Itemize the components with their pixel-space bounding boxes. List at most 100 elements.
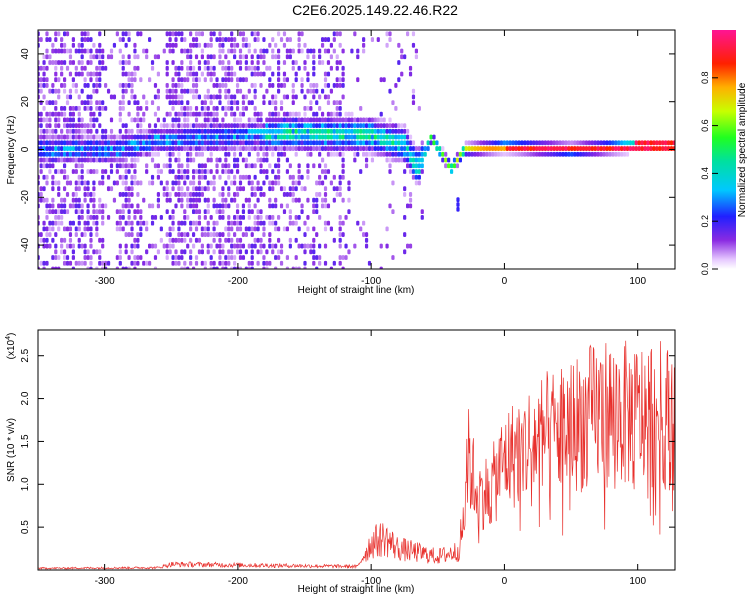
spectrogram-cell bbox=[294, 220, 298, 226]
spectrogram-cell bbox=[112, 180, 117, 186]
spectrogram-cell bbox=[62, 42, 67, 48]
spectrogram-cell bbox=[194, 128, 199, 134]
spectrogram-cell bbox=[133, 209, 137, 215]
spectrogram-cell bbox=[71, 77, 75, 83]
spectrogram-cell bbox=[168, 37, 172, 42]
spectrogram-cell bbox=[189, 105, 193, 111]
spectrogram-cell bbox=[315, 266, 319, 269]
spectrogram-cell bbox=[420, 163, 424, 169]
spectrogram-cell bbox=[89, 255, 93, 260]
spectrogram-cell bbox=[206, 60, 210, 65]
spectrogram-cell bbox=[48, 88, 52, 94]
spectrogram-cell bbox=[133, 180, 137, 186]
spectrogram-cell bbox=[250, 249, 254, 255]
spectrogram-cell bbox=[359, 226, 363, 232]
spectrogram-cell bbox=[145, 151, 149, 157]
spectrogram-cell bbox=[95, 169, 99, 174]
spectrogram-cell bbox=[259, 214, 263, 220]
spectrogram-cell bbox=[194, 140, 199, 146]
spectrogram-cell bbox=[95, 134, 99, 140]
spectrogram-cell bbox=[608, 146, 612, 151]
spectrogram-cell bbox=[253, 220, 257, 226]
spectrogram-cell bbox=[300, 88, 304, 94]
spectrogram-cell bbox=[189, 249, 193, 255]
spectrogram-cell bbox=[376, 140, 380, 146]
spectrogram-cell bbox=[165, 209, 169, 215]
spectrogram-cell bbox=[385, 31, 389, 37]
spectrogram-cell bbox=[250, 117, 254, 123]
spectrogram-cell bbox=[136, 192, 140, 197]
spectrogram-cell bbox=[250, 163, 254, 169]
spectrogram-cell bbox=[265, 169, 269, 174]
spectrogram-cell bbox=[209, 37, 213, 42]
spectrogram-cell bbox=[291, 186, 295, 192]
spectrogram-cell bbox=[300, 174, 304, 180]
spectrogram-cell bbox=[48, 123, 52, 128]
spectrogram-cell bbox=[491, 140, 495, 146]
spectrogram-cell bbox=[101, 105, 105, 111]
spectrogram-cell bbox=[385, 146, 389, 151]
spectrogram-cell bbox=[77, 42, 81, 48]
spectrogram-cell bbox=[45, 123, 49, 128]
spectrogram-cell bbox=[60, 140, 64, 146]
spectrogram-cell bbox=[227, 214, 231, 220]
spectrogram-cell bbox=[323, 37, 328, 42]
spectrogram-cell bbox=[458, 157, 462, 163]
spectrogram-cell bbox=[391, 123, 395, 128]
spectrogram-cell bbox=[215, 117, 219, 123]
spectrogram-cell bbox=[209, 214, 213, 220]
spectrogram-cell bbox=[247, 134, 251, 140]
spectrogram-cell bbox=[177, 163, 181, 169]
spectrogram-cell bbox=[150, 220, 155, 226]
spectrogram-cell bbox=[62, 203, 67, 209]
spectrogram-cell bbox=[271, 128, 275, 134]
spectrogram-cell bbox=[156, 88, 161, 94]
spectrogram-cell bbox=[136, 232, 140, 237]
spectrogram-cell bbox=[39, 232, 43, 237]
spectrogram-cell bbox=[51, 88, 55, 94]
spectrogram-cell bbox=[121, 140, 125, 146]
spectrogram-cell bbox=[309, 146, 313, 151]
spectrogram-cell bbox=[168, 163, 172, 169]
spectrogram-cell bbox=[104, 83, 108, 88]
spectrogram-cell bbox=[130, 134, 134, 140]
spectrogram-cell bbox=[45, 128, 49, 134]
spectrogram-cell bbox=[277, 123, 281, 128]
spectrogram-cell bbox=[191, 220, 196, 226]
spectrogram-cell bbox=[259, 83, 263, 88]
spectrogram-cell bbox=[186, 157, 190, 163]
spectrogram-cell bbox=[277, 180, 281, 186]
spectrogram-cell bbox=[112, 42, 117, 48]
spectrogram-cell bbox=[364, 232, 369, 237]
spectrogram-cell bbox=[379, 243, 383, 249]
spectrogram-cell bbox=[221, 123, 225, 128]
spectrogram-cell bbox=[145, 146, 149, 151]
spectrogram-cell bbox=[578, 140, 583, 146]
spectrogram-cell bbox=[247, 203, 251, 209]
spectrogram-cell bbox=[145, 140, 149, 146]
spectrogram-cell bbox=[153, 151, 158, 157]
spectrogram-cell bbox=[649, 146, 653, 151]
spectrogram-cell bbox=[165, 180, 169, 186]
spectrogram-cell bbox=[661, 146, 665, 151]
spectrogram-cell bbox=[288, 134, 292, 140]
spectrogram-cell bbox=[189, 260, 193, 266]
spectrogram-cell bbox=[145, 105, 149, 111]
spectrogram-cell bbox=[350, 134, 354, 140]
spectrogram-cell bbox=[505, 151, 509, 157]
spectrogram-cell bbox=[95, 220, 99, 226]
spectrogram-cell bbox=[373, 134, 377, 140]
spectrogram-cell bbox=[414, 157, 419, 163]
spectrogram-cell bbox=[423, 146, 427, 151]
spectrogram-cell bbox=[180, 266, 184, 269]
spectrogram-cell bbox=[233, 48, 237, 54]
spectrogram-cell bbox=[364, 140, 369, 146]
spectrogram-cell bbox=[411, 94, 416, 100]
spectrogram-cell bbox=[212, 83, 216, 88]
spectrogram-cell bbox=[101, 174, 105, 180]
spectrogram-cell bbox=[599, 140, 603, 146]
spectrogram-cell bbox=[142, 197, 146, 203]
spectrogram-cell bbox=[356, 140, 360, 146]
spectrogram-cell bbox=[470, 140, 474, 146]
spectrogram-cell bbox=[608, 151, 612, 157]
